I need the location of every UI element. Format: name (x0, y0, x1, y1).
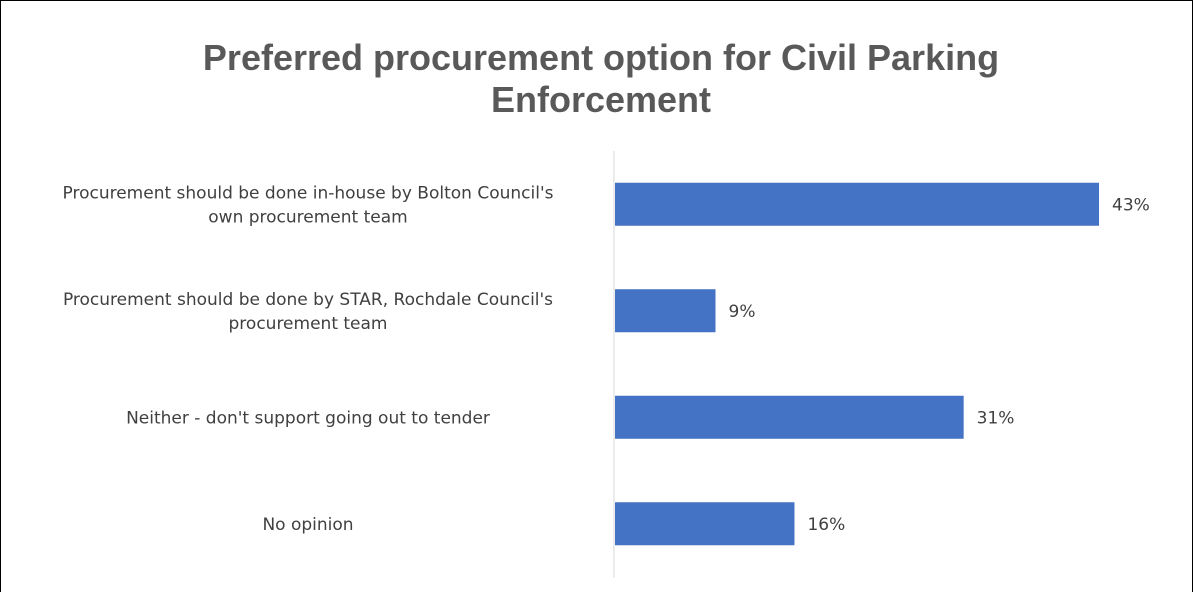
category-label-0-line-1: own procurement team (208, 207, 407, 227)
chart-title: Preferred procurement option for Civil P… (202, 37, 1000, 120)
data-label-2: 31% (977, 408, 1015, 428)
bar-0 (615, 182, 1099, 226)
category-label-2-line-0: Neither - don't support going out to ten… (126, 408, 490, 428)
category-label-3-line-0: No opinion (262, 515, 353, 535)
bar-2 (615, 395, 964, 439)
data-label-0: 43% (1112, 195, 1150, 215)
data-label-1: 9% (729, 302, 756, 322)
category-label-1-line-0: Procurement should be done by STAR, Roch… (63, 290, 553, 310)
category-label-1-line-1: procurement team (229, 314, 388, 334)
data-label-3: 16% (807, 515, 845, 535)
bar-3 (615, 502, 795, 546)
category-label-0-line-0: Procurement should be done in-house by B… (63, 183, 554, 203)
bar-1 (615, 289, 716, 333)
